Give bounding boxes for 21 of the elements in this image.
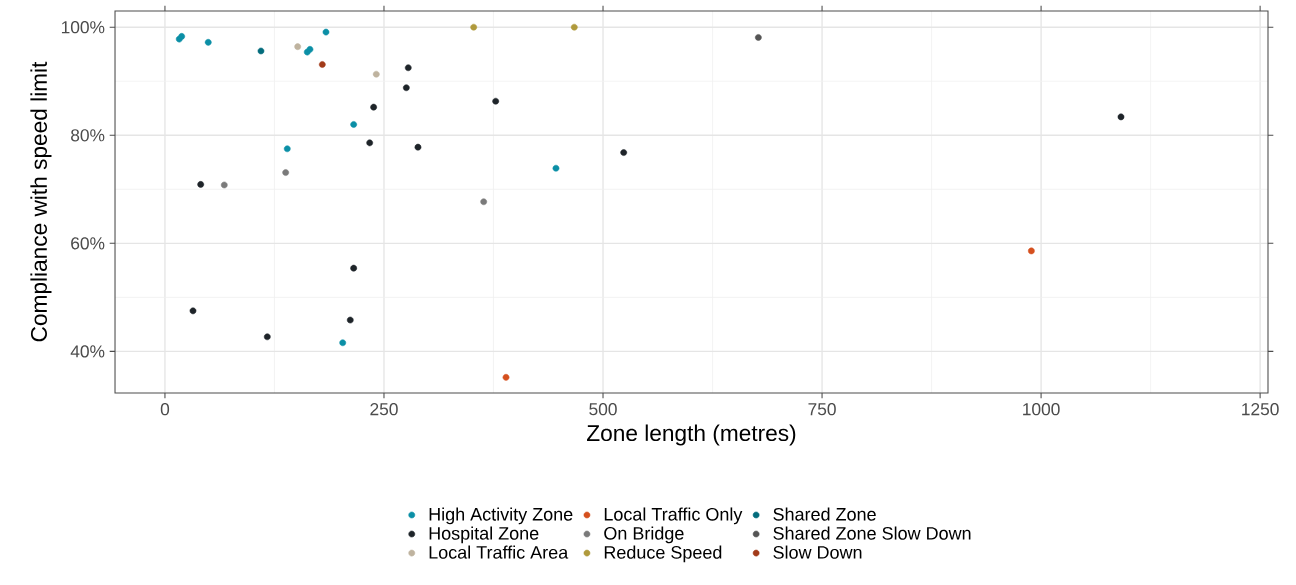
y-tick-label: 40% — [70, 345, 105, 358]
x-tick-label: 250 — [370, 403, 398, 416]
legend-label: Reduce Speed — [604, 545, 722, 563]
x-tick-label: 500 — [589, 403, 617, 416]
legend-label: Local Traffic Area — [429, 545, 569, 559]
legend-label: On Bridge — [604, 526, 684, 544]
y-tick-label: 100% — [61, 21, 105, 34]
x-tick-label: 1250 — [1242, 403, 1279, 416]
legend-label: Local Traffic Only — [604, 507, 743, 525]
legend-label: Shared Zone — [773, 507, 876, 521]
x-axis-title: Zone length (metres) — [587, 424, 796, 446]
legend-label: Slow Down — [773, 545, 862, 559]
legend-label: Shared Zone Slow Down — [773, 526, 971, 540]
legend-label: High Activity Zone — [429, 507, 573, 525]
y-tick-label: 80% — [71, 129, 105, 142]
legend-label: Hospital Zone — [429, 526, 539, 544]
y-tick-label: 60% — [71, 237, 105, 250]
x-tick-label: 1000 — [1023, 403, 1060, 416]
y-axis-title: Compliance with speed limit — [30, 61, 52, 342]
x-tick-label: 750 — [808, 403, 836, 416]
x-tick-label: 0 — [160, 403, 170, 416]
